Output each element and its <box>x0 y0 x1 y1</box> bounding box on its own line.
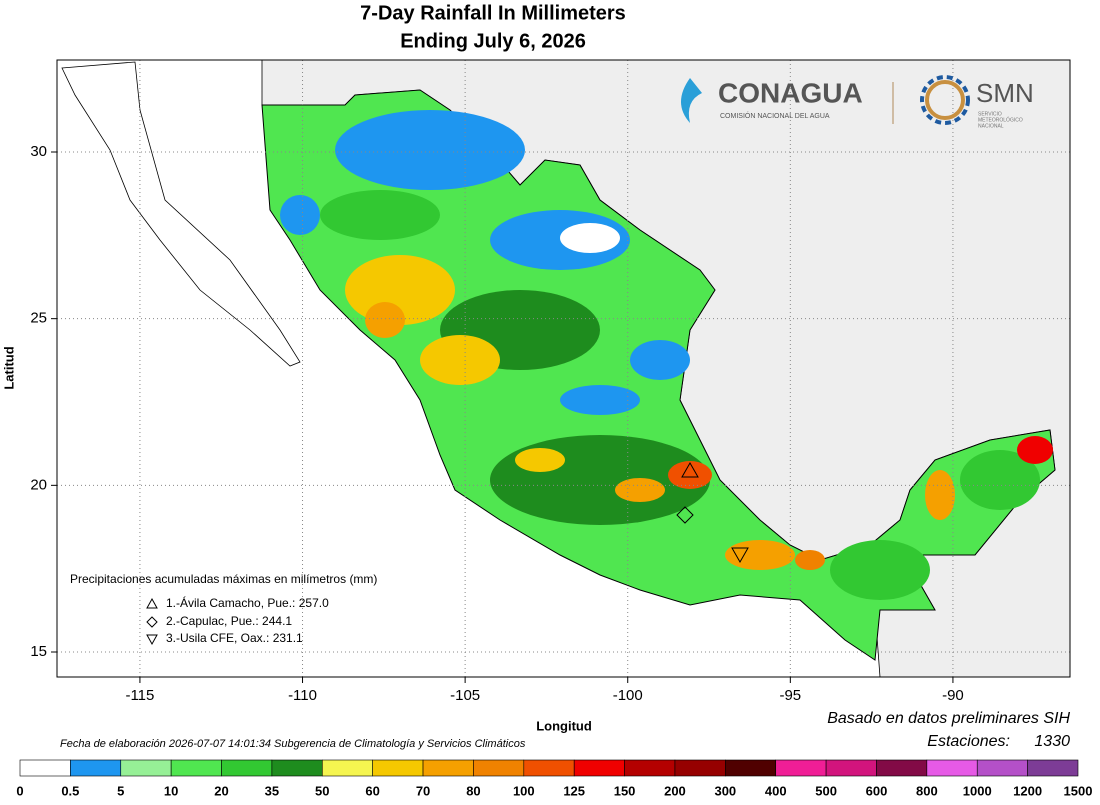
max-marker <box>681 461 699 478</box>
colorbar-bin <box>1027 759 1079 777</box>
colorbar-bin <box>725 759 777 777</box>
colorbar-label: 10 <box>164 783 178 798</box>
colorbar-label: 20 <box>214 783 228 798</box>
stations-count: 1330 <box>1034 733 1070 750</box>
logo-subtext: METEOROLÓGICO <box>978 116 1023 123</box>
colorbar-label: 70 <box>416 783 430 798</box>
y-tick-label: 15 <box>30 643 47 660</box>
colorbar-bin <box>674 759 726 777</box>
colorbar-bin <box>221 759 273 777</box>
colorbar-bin <box>422 759 474 777</box>
legend-symbol <box>146 597 158 609</box>
colorbar-bin <box>19 759 71 777</box>
colorbar-bin <box>372 759 424 777</box>
map-frame <box>56 59 1071 678</box>
max-marker <box>731 547 749 564</box>
colorbar-label: 1000 <box>963 783 992 798</box>
smn-icon <box>920 75 970 125</box>
logo-subtext: SERVICIO <box>978 111 1002 117</box>
colorbar-label: 60 <box>365 783 379 798</box>
colorbar-bin <box>473 759 525 777</box>
colorbar-label: 150 <box>614 783 636 798</box>
x-tick-label: -110 <box>288 687 317 704</box>
x-tick-label: -115 <box>125 687 154 704</box>
colorbar-bin <box>271 759 323 777</box>
smn-icon <box>925 80 965 120</box>
footer-source: Basado en datos preliminares SIH <box>827 710 1070 727</box>
title: 7-Day Rainfall In Millimeters <box>360 2 626 24</box>
y-tick-label: 30 <box>30 143 47 160</box>
colorbar-bin <box>573 759 625 777</box>
legend-symbol <box>146 634 158 646</box>
logo-subtext: COMISIÓN NACIONAL DEL AGUA <box>720 111 830 120</box>
x-tick-label: -105 <box>450 687 480 704</box>
stations-label: Estaciones: <box>927 733 1010 750</box>
colorbar-label: 800 <box>916 783 938 798</box>
colorbar-label: 500 <box>815 783 837 798</box>
colorbar-bin <box>321 759 373 777</box>
logos: CONAGUA COMISIÓN NACIONAL DEL AGUA SMN S… <box>681 75 1034 129</box>
colorbar-label: 400 <box>765 783 787 798</box>
maxima-heading: Precipitaciones acumuladas máximas en mi… <box>70 572 377 586</box>
rain-patches <box>280 110 1053 635</box>
colorbar-bin <box>775 759 827 777</box>
colorbar-bin <box>876 759 928 777</box>
colorbar-bin <box>523 759 575 777</box>
grid <box>57 60 1070 677</box>
colorbar-bin <box>825 759 877 777</box>
colorbar-bin <box>120 759 172 777</box>
logo-subtext: NACIONAL <box>978 123 1004 129</box>
x-tick-label: -90 <box>942 687 964 704</box>
baja-california <box>61 61 301 367</box>
colorbar-bin <box>926 759 978 777</box>
footer-date: Fecha de elaboración 2026-07-07 14:01:34… <box>60 738 526 750</box>
x-tick-label: -100 <box>613 687 643 704</box>
legend-symbol <box>146 616 158 628</box>
y-axis-label: Latitud <box>1 346 16 389</box>
colorbar-bin <box>976 759 1028 777</box>
colorbar-bin <box>70 759 122 777</box>
colorbar-label: 1500 <box>1064 783 1093 798</box>
colorbar-label: 200 <box>664 783 686 798</box>
max-marker <box>676 506 694 524</box>
colorbar-label: 35 <box>265 783 279 798</box>
title: Ending July 6, 2026 <box>400 30 586 52</box>
maxima-item: 3.-Usila CFE, Oax.: 231.1 <box>166 631 303 645</box>
colorbar-label: 0.5 <box>61 783 79 798</box>
maxima-item: 1.-Ávila Camacho, Pue.: 257.0 <box>166 595 329 610</box>
map <box>57 60 1070 677</box>
y-tick-label: 25 <box>30 310 47 327</box>
colorbar-label: 0 <box>16 783 23 798</box>
logo-text: SMN <box>976 78 1034 108</box>
y-tick-label: 20 <box>30 476 47 493</box>
colorbar-label: 50 <box>315 783 329 798</box>
logo-text: CONAGUA <box>718 77 863 108</box>
colorbar-label: 600 <box>866 783 888 798</box>
colorbar-label: 100 <box>513 783 535 798</box>
colorbar-label: 80 <box>466 783 480 798</box>
colorbar-label: 5 <box>117 783 124 798</box>
conagua-icon <box>681 78 702 123</box>
colorbar-label: 1200 <box>1013 783 1042 798</box>
colorbar-label: 125 <box>563 783 585 798</box>
colorbar-bin <box>624 759 676 777</box>
x-axis-label: Longitud <box>536 718 592 733</box>
maxima-item: 2.-Capulac, Pue.: 244.1 <box>166 614 292 628</box>
colorbar-bin <box>170 759 222 777</box>
x-tick-label: -95 <box>779 687 801 704</box>
colorbar: 0 0.5 5 10 20 35 50 60 70 80 100 125 150 200 300 400 500… <box>16 759 1093 798</box>
colorbar-label: 300 <box>714 783 736 798</box>
